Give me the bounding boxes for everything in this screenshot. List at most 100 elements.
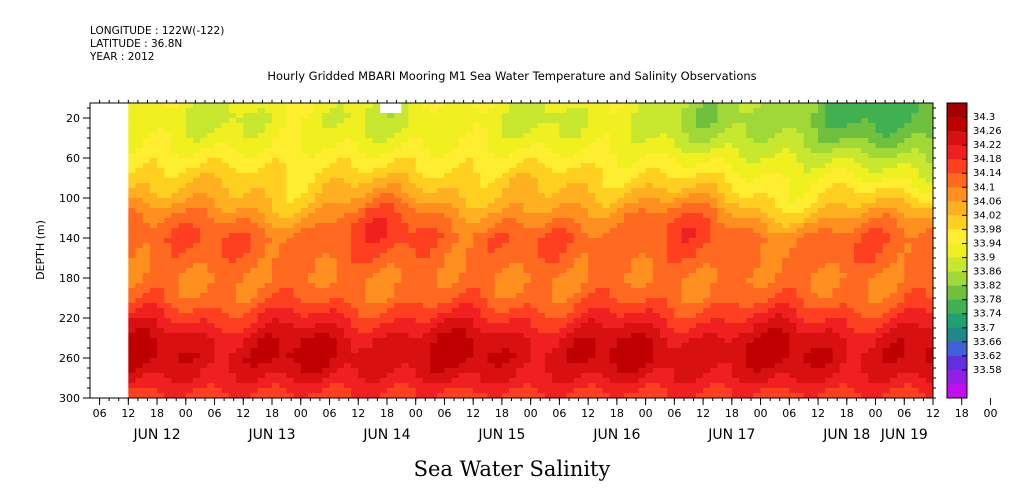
heatmap-cell [695, 338, 704, 344]
heatmap-cell [315, 183, 323, 189]
heatmap-cell [645, 218, 654, 224]
heatmap-cell [200, 133, 208, 139]
heatmap-cell [537, 203, 546, 209]
heatmap-cell [185, 303, 194, 309]
heatmap-cell [674, 293, 682, 299]
heatmap-cell [516, 243, 524, 249]
heatmap-cell [128, 133, 136, 139]
heatmap-cell [717, 253, 726, 259]
heatmap-cell [523, 183, 532, 189]
heatmap-cell [343, 278, 352, 284]
heatmap-cell [415, 178, 424, 184]
heatmap-cell [336, 268, 345, 274]
heatmap-cell [200, 163, 208, 169]
heatmap-cell [624, 238, 632, 244]
heatmap-cell [674, 338, 682, 344]
heatmap-cell [128, 283, 136, 289]
heatmap-cell [214, 133, 223, 139]
heatmap-cell [523, 213, 532, 219]
heatmap-cell [480, 243, 488, 249]
heatmap-cell [322, 198, 330, 204]
heatmap-cell [415, 348, 424, 354]
heatmap-cell [681, 138, 690, 144]
heatmap-cell [200, 158, 208, 164]
heatmap-cell [171, 343, 180, 349]
heatmap-cell [221, 238, 230, 244]
heatmap-cell [552, 278, 560, 284]
heatmap-cell [458, 193, 467, 199]
heatmap-cell [545, 203, 553, 209]
heatmap-cell [250, 118, 259, 124]
heatmap-cell [293, 323, 302, 329]
heatmap-cell [688, 198, 697, 204]
heatmap-cell [537, 393, 546, 399]
heatmap-cell [272, 298, 280, 304]
heatmap-cell [516, 258, 524, 264]
heatmap-cell [703, 128, 711, 134]
heatmap-cell [667, 368, 675, 374]
heatmap-cell [221, 153, 230, 159]
heatmap-cell [595, 378, 603, 384]
heatmap-cell [530, 288, 539, 294]
heatmap-cell [264, 368, 273, 374]
heatmap-cell [444, 123, 453, 129]
heatmap-cell [128, 358, 136, 364]
heatmap-cell [178, 123, 187, 129]
heatmap-cell [588, 203, 596, 209]
heatmap-cell [480, 323, 488, 329]
heatmap-cell [228, 133, 237, 139]
heatmap-cell [480, 193, 488, 199]
heatmap-cell [200, 333, 208, 339]
heatmap-cell [365, 258, 373, 264]
heatmap-cell [401, 313, 409, 319]
heatmap-cell [243, 193, 251, 199]
heatmap-cell [509, 393, 517, 399]
heatmap-cell [307, 233, 316, 239]
heatmap-cell [207, 143, 215, 149]
heatmap-cell [293, 293, 302, 299]
heatmap-cell [401, 303, 409, 309]
heatmap-cell [645, 373, 654, 379]
heatmap-cell [257, 238, 266, 244]
heatmap-cell [394, 293, 402, 299]
heatmap-cell [171, 173, 180, 179]
heatmap-cell [559, 148, 567, 154]
heatmap-cell [171, 103, 180, 109]
heatmap-cell [537, 303, 546, 309]
heatmap-cell [731, 168, 740, 174]
heatmap-cell [444, 103, 453, 109]
heatmap-cell [264, 283, 273, 289]
heatmap-cell [580, 248, 589, 254]
heatmap-cell [408, 388, 417, 394]
heatmap-cell [616, 193, 625, 199]
heatmap-cell [358, 388, 366, 394]
heatmap-cell [336, 318, 345, 324]
heatmap-cell [257, 348, 266, 354]
heatmap-cell [595, 243, 603, 249]
heatmap-cell [207, 288, 215, 294]
heatmap-cell [437, 353, 445, 359]
heatmap-cell [365, 218, 373, 224]
heatmap-cell [559, 243, 567, 249]
heatmap-cell [415, 133, 424, 139]
heatmap-cell [580, 323, 589, 329]
heatmap-cell [329, 348, 338, 354]
heatmap-cell [595, 238, 603, 244]
heatmap-cell [573, 338, 582, 344]
heatmap-cell [566, 143, 575, 149]
heatmap-cell [631, 108, 639, 114]
heatmap-cell [214, 293, 223, 299]
heatmap-cell [171, 198, 180, 204]
heatmap-cell [494, 298, 503, 304]
heatmap-cell [272, 323, 280, 329]
heatmap-cell [207, 128, 215, 134]
heatmap-cell [214, 243, 223, 249]
heatmap-cell [530, 138, 539, 144]
heatmap-cell [372, 313, 381, 319]
heatmap-cell [149, 328, 158, 334]
heatmap-cell [300, 343, 309, 349]
heatmap-cell [171, 283, 180, 289]
heatmap-cell [192, 148, 201, 154]
heatmap-cell [466, 358, 474, 364]
heatmap-cell [631, 163, 639, 169]
